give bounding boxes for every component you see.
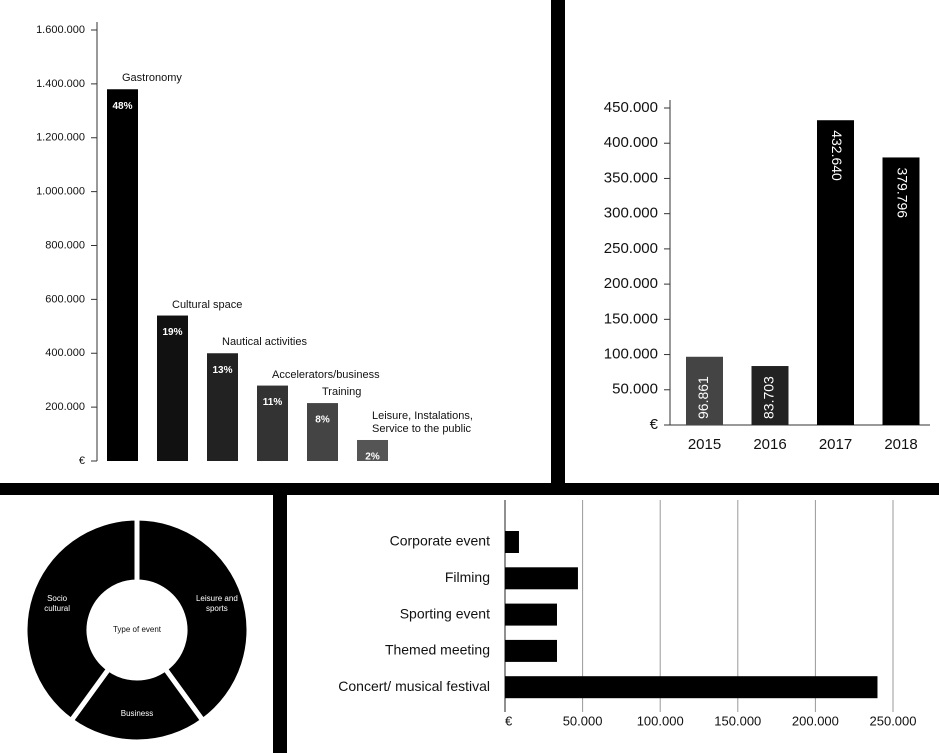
y-tick-label: € [650, 416, 659, 433]
donut-segment [67, 665, 207, 745]
x-tick-label: € [505, 713, 513, 728]
x-tick-label: 150.000 [714, 713, 761, 728]
x-tick-label: 2018 [884, 436, 917, 453]
y-tick-label: Corporate event [390, 533, 491, 549]
bar [107, 89, 138, 461]
category-label: Accelerators/business [272, 368, 380, 381]
y-tick-label: 50.000 [612, 381, 658, 398]
share-label: 48% [112, 101, 132, 112]
bar [257, 385, 288, 461]
y-tick-label: Filming [445, 569, 490, 585]
y-tick-label: 1.600.000 [36, 24, 85, 36]
x-tick-label: 2015 [688, 436, 721, 453]
y-tick-label: 1.200.000 [36, 132, 85, 144]
bar [357, 439, 388, 461]
donut-segment [22, 515, 140, 725]
y-tick-label: 800.000 [45, 239, 85, 251]
segment-label: Leisure and sports [195, 594, 238, 614]
divider [551, 0, 565, 490]
y-tick-label: 1.400.000 [36, 78, 85, 90]
value-label: 432.640 [829, 130, 845, 181]
y-tick-label: 150.000 [604, 310, 658, 327]
y-tick-label: 600.000 [45, 293, 85, 305]
y-tick-label: 450.000 [604, 99, 658, 116]
value-label: 379.796 [894, 167, 910, 218]
y-tick-label: 250.000 [604, 240, 658, 257]
x-tick-label: 50.000 [563, 713, 603, 728]
bar [505, 531, 519, 553]
y-tick-label: Sporting event [400, 605, 490, 621]
y-tick-label: € [79, 455, 85, 467]
bar [686, 356, 723, 425]
bar [505, 676, 878, 699]
y-tick-label: 1.000.000 [36, 186, 85, 198]
category-label: Leisure, Instalations, Service to the pu… [372, 409, 473, 435]
y-tick-label: Concert/ musical festival [338, 678, 490, 694]
bar [505, 639, 557, 662]
share-label: 8% [315, 415, 330, 426]
share-label: 19% [162, 327, 182, 338]
y-tick-label: 100.000 [604, 346, 658, 363]
category-label: Gastronomy [122, 72, 182, 85]
share-label: 2% [365, 452, 380, 463]
bar [882, 157, 920, 425]
bar [307, 403, 338, 461]
value-label: 83.703 [761, 376, 777, 419]
y-tick-label: 300.000 [604, 205, 658, 222]
segment-label: Socio cultural [44, 594, 70, 614]
bar [505, 567, 578, 590]
x-tick-label: 2017 [819, 436, 852, 453]
bar [817, 120, 854, 425]
y-tick-label: 400.000 [45, 347, 85, 359]
share-label: 11% [263, 397, 283, 408]
segment-label: Business [120, 709, 154, 718]
x-tick-label: 200.000 [792, 713, 839, 728]
donut-segment [134, 515, 252, 725]
x-tick-label: 100.000 [637, 713, 684, 728]
bar [505, 603, 557, 626]
y-tick-label: 200.000 [604, 275, 658, 292]
share-label: 13% [212, 365, 232, 376]
center-label: Type of event [113, 625, 162, 634]
x-tick-label: 250.000 [870, 713, 917, 728]
y-tick-label: 400.000 [604, 134, 658, 151]
bar [157, 315, 188, 461]
bar [751, 366, 789, 425]
divider [0, 483, 939, 495]
category-label: Cultural space [172, 298, 243, 311]
y-tick-label: 350.000 [604, 169, 658, 186]
y-tick-label: Themed meeting [385, 642, 490, 658]
y-tick-label: 200.000 [45, 401, 85, 413]
value-label: 96.861 [695, 376, 711, 419]
divider [273, 483, 287, 753]
x-tick-label: 2016 [753, 436, 786, 453]
category-label: Training [322, 386, 362, 399]
bar [207, 353, 238, 461]
category-label: Nautical activities [222, 336, 307, 349]
